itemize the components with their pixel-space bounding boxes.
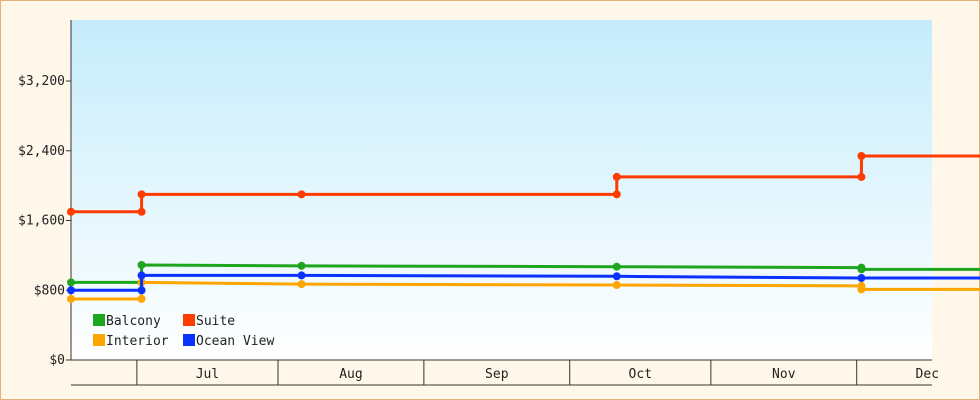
data-point: [67, 294, 75, 303]
data-point: [297, 280, 306, 289]
data-point: [857, 285, 866, 294]
data-point: [137, 294, 146, 303]
legend-label: Interior: [106, 334, 169, 349]
data-point: [137, 271, 146, 280]
x-tick-label: Dec: [916, 367, 939, 382]
x-axis: JulAugSepOctNovDecJanFebMarAprMayJunJulA…: [71, 359, 939, 386]
legend-label: Ocean View: [196, 334, 274, 349]
series-layer: [67, 152, 980, 303]
data-point: [857, 152, 866, 160]
legend: Balcony Suite Interior Ocean View: [93, 314, 274, 349]
data-point: [612, 190, 621, 199]
y-tick-label: $2,400: [18, 144, 65, 159]
y-tick-label: $0: [49, 353, 65, 368]
series-line: [71, 154, 980, 214]
series-balcony: [67, 260, 980, 287]
y-tick-label: $1,600: [18, 214, 65, 229]
legend-item-balcony: Balcony: [93, 314, 161, 329]
x-tick-label: Aug: [339, 367, 362, 382]
data-point: [857, 265, 866, 274]
legend-item-ocean-view: Ocean View: [183, 334, 274, 349]
x-tick-label: Sep: [485, 367, 509, 382]
series-line: [71, 273, 980, 292]
legend-label: Suite: [196, 314, 235, 329]
legend-swatch: [183, 314, 195, 326]
legend-item-suite: Suite: [183, 314, 235, 329]
data-point: [857, 274, 866, 283]
y-axis: $0 $800 $1,600 $2,400 $3,200: [18, 20, 72, 368]
series-suite: [67, 152, 980, 216]
legend-label: Balcony: [106, 314, 161, 329]
data-point: [297, 261, 306, 270]
data-point: [857, 172, 866, 181]
y-tick-label: $3,200: [18, 74, 65, 89]
x-tick-label: Oct: [629, 367, 652, 382]
data-point: [612, 172, 621, 181]
data-point: [612, 272, 621, 281]
plot-area: [71, 20, 932, 360]
x-tick-label: Jul: [196, 367, 219, 382]
y-tick-label: $800: [34, 283, 65, 298]
data-point: [137, 260, 146, 269]
series-interior: [67, 278, 980, 303]
data-point: [67, 286, 75, 295]
legend-swatch: [93, 314, 105, 326]
legend-item-interior: Interior: [93, 334, 169, 349]
x-tick-label: Nov: [772, 367, 796, 382]
data-point: [67, 278, 75, 287]
data-point: [612, 281, 621, 290]
data-point: [67, 207, 75, 216]
data-point: [137, 190, 146, 199]
series-ocean-view: [67, 271, 980, 295]
series-line: [71, 280, 980, 301]
series-line: [71, 263, 980, 284]
data-point: [297, 190, 306, 199]
legend-swatch: [93, 334, 105, 346]
legend-swatch: [183, 334, 195, 346]
data-point: [137, 286, 146, 295]
data-point: [612, 262, 621, 271]
data-point: [137, 207, 146, 216]
data-point: [297, 271, 306, 280]
